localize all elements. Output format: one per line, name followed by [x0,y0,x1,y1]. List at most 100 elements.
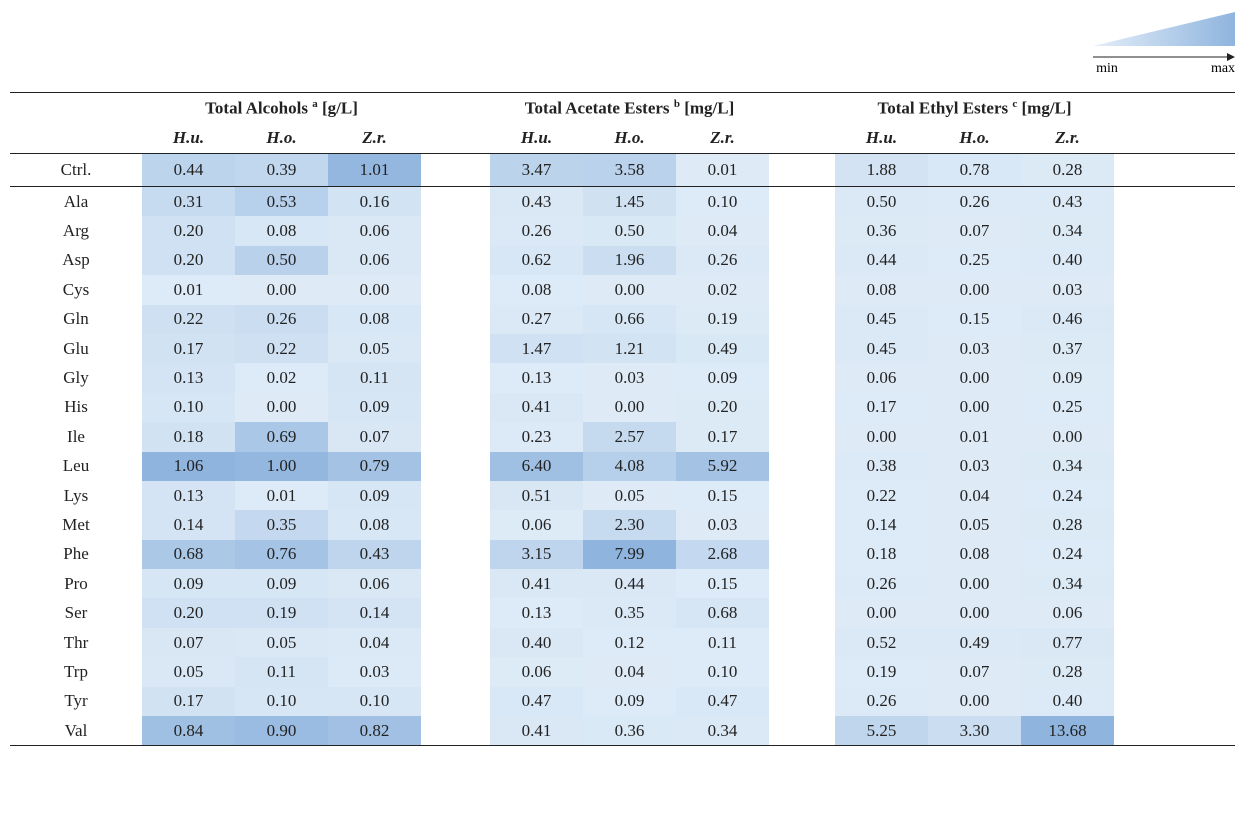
spacer [769,246,835,275]
spacer [769,275,835,304]
data-row: Trp 0.05 0.11 0.03 0.06 0.04 0.10 0.19 0.07 0.28 [10,657,1235,687]
value-cell: 0.19 [676,304,769,334]
spacer [769,363,835,392]
value-cell: 0.50 [235,245,328,276]
value-cell: 0.01 [676,153,769,187]
value-cell: 0.47 [676,686,769,717]
spacer [421,481,490,510]
value-cell: 0.00 [583,392,676,423]
value-cell: 0.40 [490,627,583,658]
value-cell: 0.00 [583,275,676,305]
value-cell: 0.06 [490,510,583,540]
spacer [769,216,835,245]
value-cell: 0.08 [928,539,1021,570]
value-cell: 0.16 [328,186,421,217]
subheader-row: H.u. H.o. Z.r. H.u. H.o. Z.r. H.u. H.o. Z.r. [10,123,1235,154]
value-cell: 0.03 [928,451,1021,481]
value-cell: 0.09 [142,569,235,599]
spacer [421,363,490,392]
value-cell: 0.90 [235,716,328,747]
spacer [769,187,835,217]
data-row: Tyr 0.17 0.10 0.10 0.47 0.09 0.47 0.26 0.00 0.40 [10,686,1235,717]
value-cell: 0.50 [583,216,676,246]
spacer [769,540,835,569]
spacer [1114,481,1235,510]
data-row: Cys 0.01 0.00 0.00 0.08 0.00 0.02 0.08 0.00 0.03 [10,275,1235,305]
row-label: Tyr [64,691,88,711]
data-row: Pro 0.09 0.09 0.06 0.41 0.44 0.15 0.26 0.00 0.34 [10,569,1235,599]
color-legend: min max [1093,12,1235,76]
legend-arrowhead [1227,53,1235,61]
value-cell: 0.19 [835,657,928,687]
spacer [1114,92,1235,123]
spacer [1114,305,1235,334]
data-row: Ctrl. 0.44 0.39 1.01 3.47 3.58 0.01 1.88 0.78 0.2… [10,153,1235,187]
value-cell: 0.10 [676,186,769,217]
value-cell: 0.34 [1021,216,1114,246]
value-cell: 0.00 [928,569,1021,599]
spacer [1114,187,1235,217]
spacer [769,452,835,481]
value-cell: 1.21 [583,333,676,364]
value-cell: 0.07 [928,657,1021,687]
value-cell: 0.68 [676,598,769,628]
value-cell: 0.40 [1021,686,1114,717]
value-cell: 0.09 [328,480,421,511]
group-header: Total Acetate Esters b [mg/L] [490,92,769,123]
value-cell: 0.05 [928,510,1021,540]
value-cell: 0.08 [235,216,328,246]
value-cell: 1.96 [583,245,676,276]
spacer [769,334,835,363]
spacer [421,598,490,627]
value-cell: 0.28 [1021,657,1114,687]
value-cell: 0.27 [490,304,583,334]
value-cell: 0.02 [235,363,328,393]
value-cell: 0.07 [142,627,235,658]
group-header: Total Alcohols a [g/L] [142,92,421,123]
value-cell: 0.06 [328,569,421,599]
value-cell: 0.09 [583,686,676,717]
value-cell: 0.13 [142,363,235,393]
data-row: Gln 0.22 0.26 0.08 0.27 0.66 0.19 0.45 0.15 0.46 [10,304,1235,334]
value-cell: 0.03 [928,333,1021,364]
value-cell: 4.08 [583,451,676,481]
spacer [1114,540,1235,569]
value-cell: 0.26 [235,304,328,334]
legend-min: min [1096,61,1118,76]
value-cell: 0.13 [490,598,583,628]
value-cell: 0.00 [928,392,1021,423]
spacer [769,481,835,510]
value-cell: 0.25 [1021,392,1114,423]
value-cell: 0.34 [676,716,769,747]
group-footnote: b [673,97,680,110]
data-row: Phe 0.68 0.76 0.43 3.15 7.99 2.68 0.18 0.08 0.24 [10,539,1235,570]
row-label: Pro [64,573,88,593]
column-header: H.u. [490,123,583,154]
spacer [769,628,835,657]
value-cell: 0.10 [676,657,769,687]
value-cell: 3.15 [490,539,583,570]
value-cell: 0.43 [328,539,421,570]
column-header: H.u. [142,123,235,154]
spacer [421,628,490,657]
value-cell: 0.22 [142,304,235,334]
value-cell: 0.09 [235,569,328,599]
spacer [1114,363,1235,392]
spacer [421,123,490,154]
group-title: Total Alcohols [205,98,308,118]
value-cell: 0.43 [490,186,583,217]
spacer [421,275,490,304]
spacer [769,123,835,154]
value-cell: 0.76 [235,539,328,570]
spacer [1114,334,1235,363]
row-label: Trp [64,661,88,681]
header-row: Total Alcohols a [g/L] Total Acetate Este… [10,92,1235,123]
value-cell: 0.84 [142,716,235,747]
value-cell: 0.51 [490,480,583,511]
spacer [1114,393,1235,422]
value-cell: 0.15 [676,569,769,599]
value-cell: 3.58 [583,153,676,187]
spacer [421,393,490,422]
value-cell: 1.88 [835,153,928,187]
data-row: Asp 0.20 0.50 0.06 0.62 1.96 0.26 0.44 0.25 0.40 [10,245,1235,276]
